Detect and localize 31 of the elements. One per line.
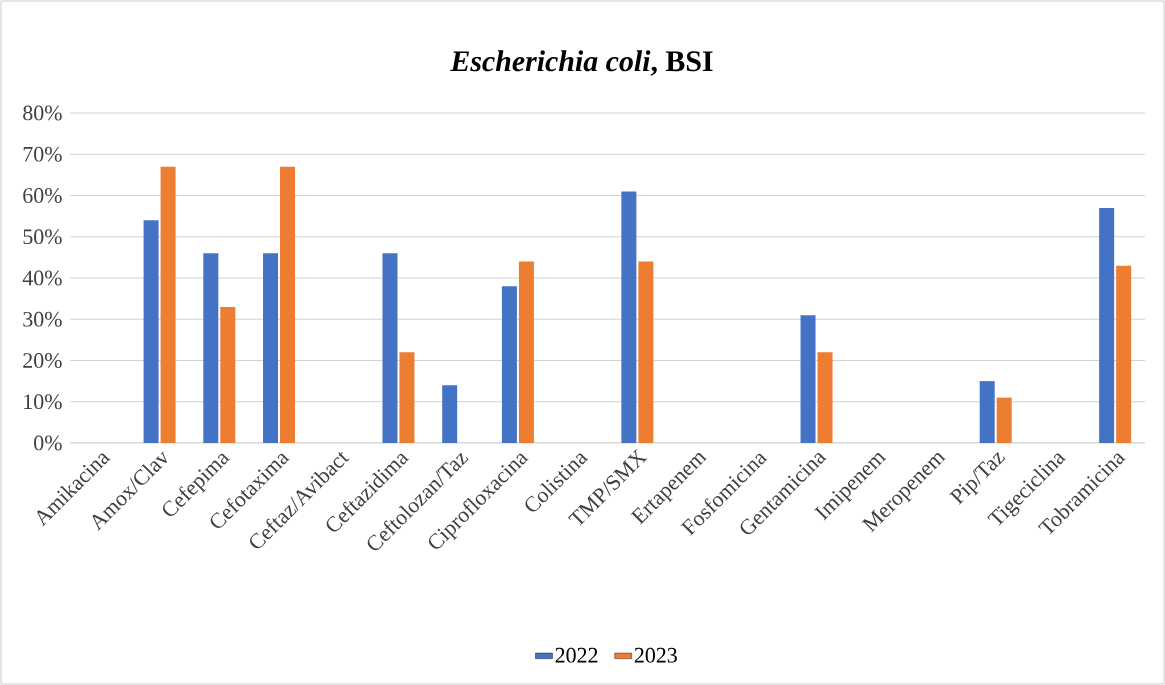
y-tick-label: 70%: [23, 146, 62, 162]
y-tick-label: 60%: [23, 188, 62, 203]
legend-label: 2023: [634, 647, 677, 663]
bar: [501, 286, 517, 443]
y-tick-label: 20%: [23, 353, 62, 368]
bar: [442, 385, 458, 443]
y-tick-label: 40%: [22, 270, 62, 286]
bar: [996, 397, 1012, 443]
bar: [621, 191, 637, 443]
bar: [220, 306, 236, 443]
y-tick-label: 10%: [24, 394, 62, 410]
bar: [399, 352, 415, 443]
y-tick-label: 50%: [23, 229, 62, 245]
y-tick-label: 80%: [23, 105, 62, 121]
bar: [263, 253, 279, 443]
bar: [817, 352, 833, 443]
y-tick-label: 30%: [23, 311, 62, 327]
bar: [1116, 265, 1132, 443]
y-tick-label: 0%: [34, 435, 62, 451]
bar: [160, 166, 176, 443]
chart-title: Escherichia coli, BSI: [450, 50, 713, 76]
bar: [518, 261, 534, 443]
bar: [143, 220, 159, 443]
bar: [203, 253, 219, 443]
legend-label: 2022: [555, 647, 598, 663]
bar: [638, 261, 654, 443]
bar: [280, 166, 296, 443]
bar: [800, 315, 816, 443]
bar: [382, 253, 398, 443]
bar: [1099, 207, 1115, 443]
bar: [979, 381, 995, 443]
